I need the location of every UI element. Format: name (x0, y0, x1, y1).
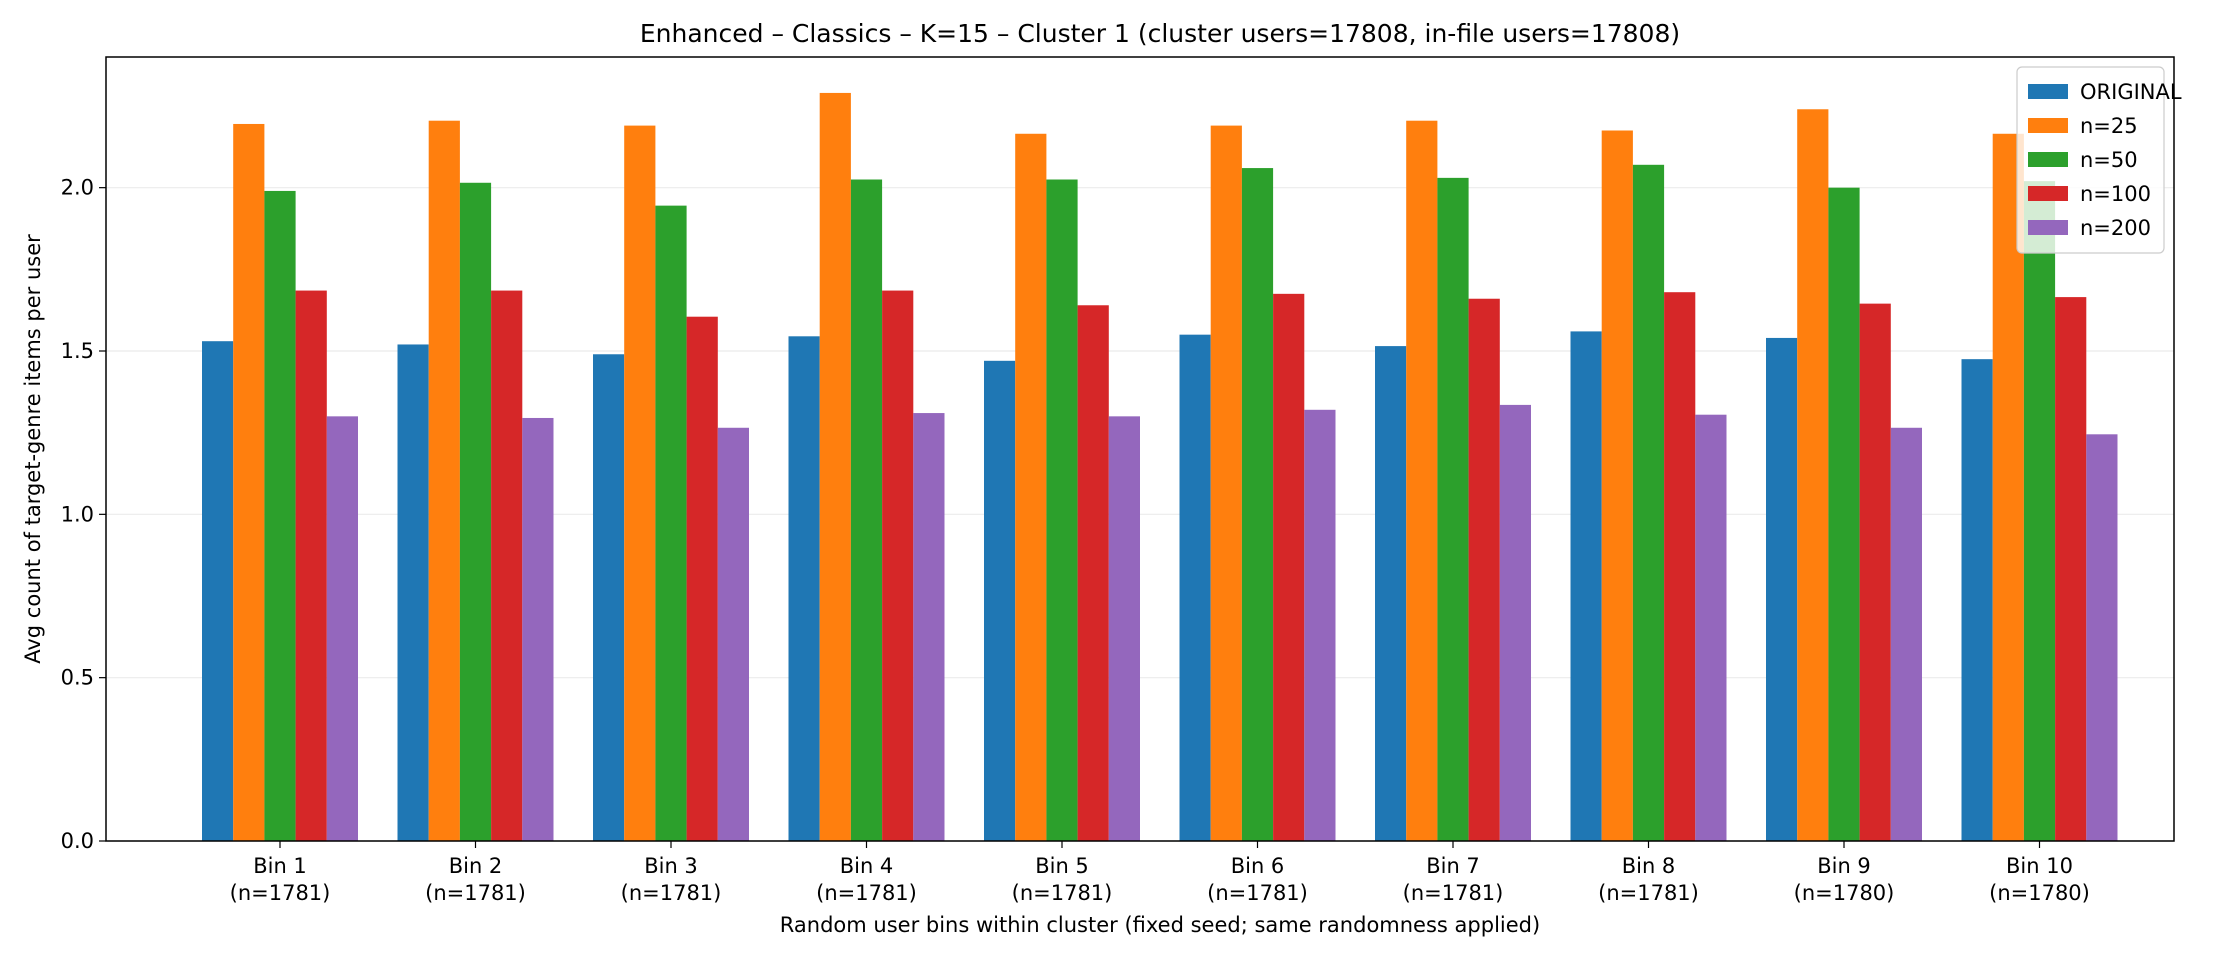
legend-label: n=200 (2080, 216, 2151, 240)
bar (624, 125, 656, 842)
x-tick-label: Bin 9 (1817, 854, 1871, 878)
bar (428, 120, 460, 841)
x-tick-sublabel: (n=1781) (816, 881, 917, 905)
bar (1077, 305, 1109, 841)
bar (459, 182, 492, 841)
x-tick-label: Bin 2 (449, 854, 503, 878)
bar (882, 290, 914, 842)
chart-title: Enhanced – Classics – K=15 – Cluster 1 (… (640, 19, 1680, 48)
legend-swatch (2028, 152, 2068, 167)
x-tick-sublabel: (n=1780) (1794, 881, 1895, 905)
bar (1046, 179, 1078, 841)
bar (1961, 359, 1993, 841)
y-axis: 0.0 0.5 1.0 1.5 2.0 (61, 176, 106, 853)
bar (1499, 404, 1531, 841)
bar (1766, 337, 1798, 841)
bar (913, 413, 945, 841)
bar (1468, 298, 1500, 841)
x-tick-label: Bin 3 (644, 854, 698, 878)
bar (655, 205, 687, 842)
bar (2055, 297, 2087, 842)
legend-swatch (2028, 220, 2068, 235)
bar (1632, 164, 1665, 842)
plot-frame (105, 56, 2175, 842)
bar (2023, 181, 2056, 842)
legend-label: n=100 (2080, 182, 2151, 206)
y-tick-label: 1.0 (61, 502, 94, 526)
bar (717, 427, 749, 841)
bar (1601, 130, 1633, 841)
x-tick-sublabel: (n=1781) (621, 881, 722, 905)
x-tick-sublabel: (n=1781) (230, 881, 331, 905)
x-axis: Bin 1 (n=1781) Bin 2 (n=1781) Bin 3 (n=1781) B… (230, 841, 2090, 905)
bar (326, 416, 358, 841)
bar (1273, 293, 1305, 841)
x-tick-sublabel: (n=1781) (1012, 881, 1113, 905)
bar (1179, 334, 1211, 841)
bar (850, 179, 883, 841)
bar (1108, 416, 1140, 841)
bar (295, 290, 327, 842)
bar (522, 417, 554, 841)
y-tick-label: 1.5 (61, 339, 94, 363)
bar (1375, 346, 1407, 841)
x-tick-label: Bin 10 (2006, 854, 2073, 878)
bar (1859, 303, 1891, 842)
bar (819, 92, 851, 841)
legend-label: n=25 (2080, 114, 2138, 138)
legend: ORIGINAL n=25 n=50 n=100 n=200 (2016, 66, 2182, 254)
legend-label: ORIGINAL (2080, 80, 2182, 104)
bar (1304, 409, 1336, 841)
x-tick-label: Bin 5 (1035, 854, 1089, 878)
bar (397, 344, 429, 841)
x-tick-label: Bin 7 (1426, 854, 1480, 878)
x-tick-sublabel: (n=1781) (425, 881, 526, 905)
bar (233, 123, 265, 841)
bar (593, 354, 625, 841)
y-axis-label: Avg count of target-genre items per user (21, 234, 45, 664)
x-tick-sublabel: (n=1780) (1989, 881, 2090, 905)
bar (788, 336, 820, 841)
x-tick-sublabel: (n=1781) (1207, 881, 1308, 905)
bar (1828, 187, 1860, 841)
bar (264, 190, 296, 841)
bar (686, 316, 718, 841)
legend-box (2016, 66, 2165, 254)
x-tick-label: Bin 8 (1622, 854, 1676, 878)
bar (491, 290, 523, 842)
bar (1210, 125, 1242, 842)
bar (1241, 168, 1274, 842)
x-tick-label: Bin 4 (840, 854, 894, 878)
bar (1695, 414, 1727, 841)
bar (2086, 434, 2118, 841)
bar (1406, 120, 1438, 841)
bar (1664, 292, 1696, 841)
x-tick-sublabel: (n=1781) (1598, 881, 1699, 905)
x-axis-label: Random user bins within cluster (fixed s… (780, 913, 1540, 937)
x-tick-label: Bin 6 (1231, 854, 1285, 878)
bar (1015, 133, 1047, 841)
legend-swatch (2028, 186, 2068, 201)
y-tick-label: 2.0 (61, 176, 94, 200)
y-tick-label: 0.5 (61, 666, 94, 690)
bar (1437, 177, 1469, 841)
legend-swatch (2028, 84, 2068, 99)
bar (1890, 427, 1922, 841)
x-tick-sublabel: (n=1781) (1403, 881, 1504, 905)
legend-label: n=50 (2080, 148, 2138, 172)
bar (1570, 331, 1602, 841)
bar (1797, 109, 1829, 842)
legend-swatch (2028, 118, 2068, 133)
x-tick-label: Bin 1 (253, 854, 307, 878)
bar (984, 360, 1016, 841)
y-tick-label: 0.0 (61, 829, 94, 853)
bars-group (202, 92, 2118, 842)
bar (202, 341, 234, 841)
